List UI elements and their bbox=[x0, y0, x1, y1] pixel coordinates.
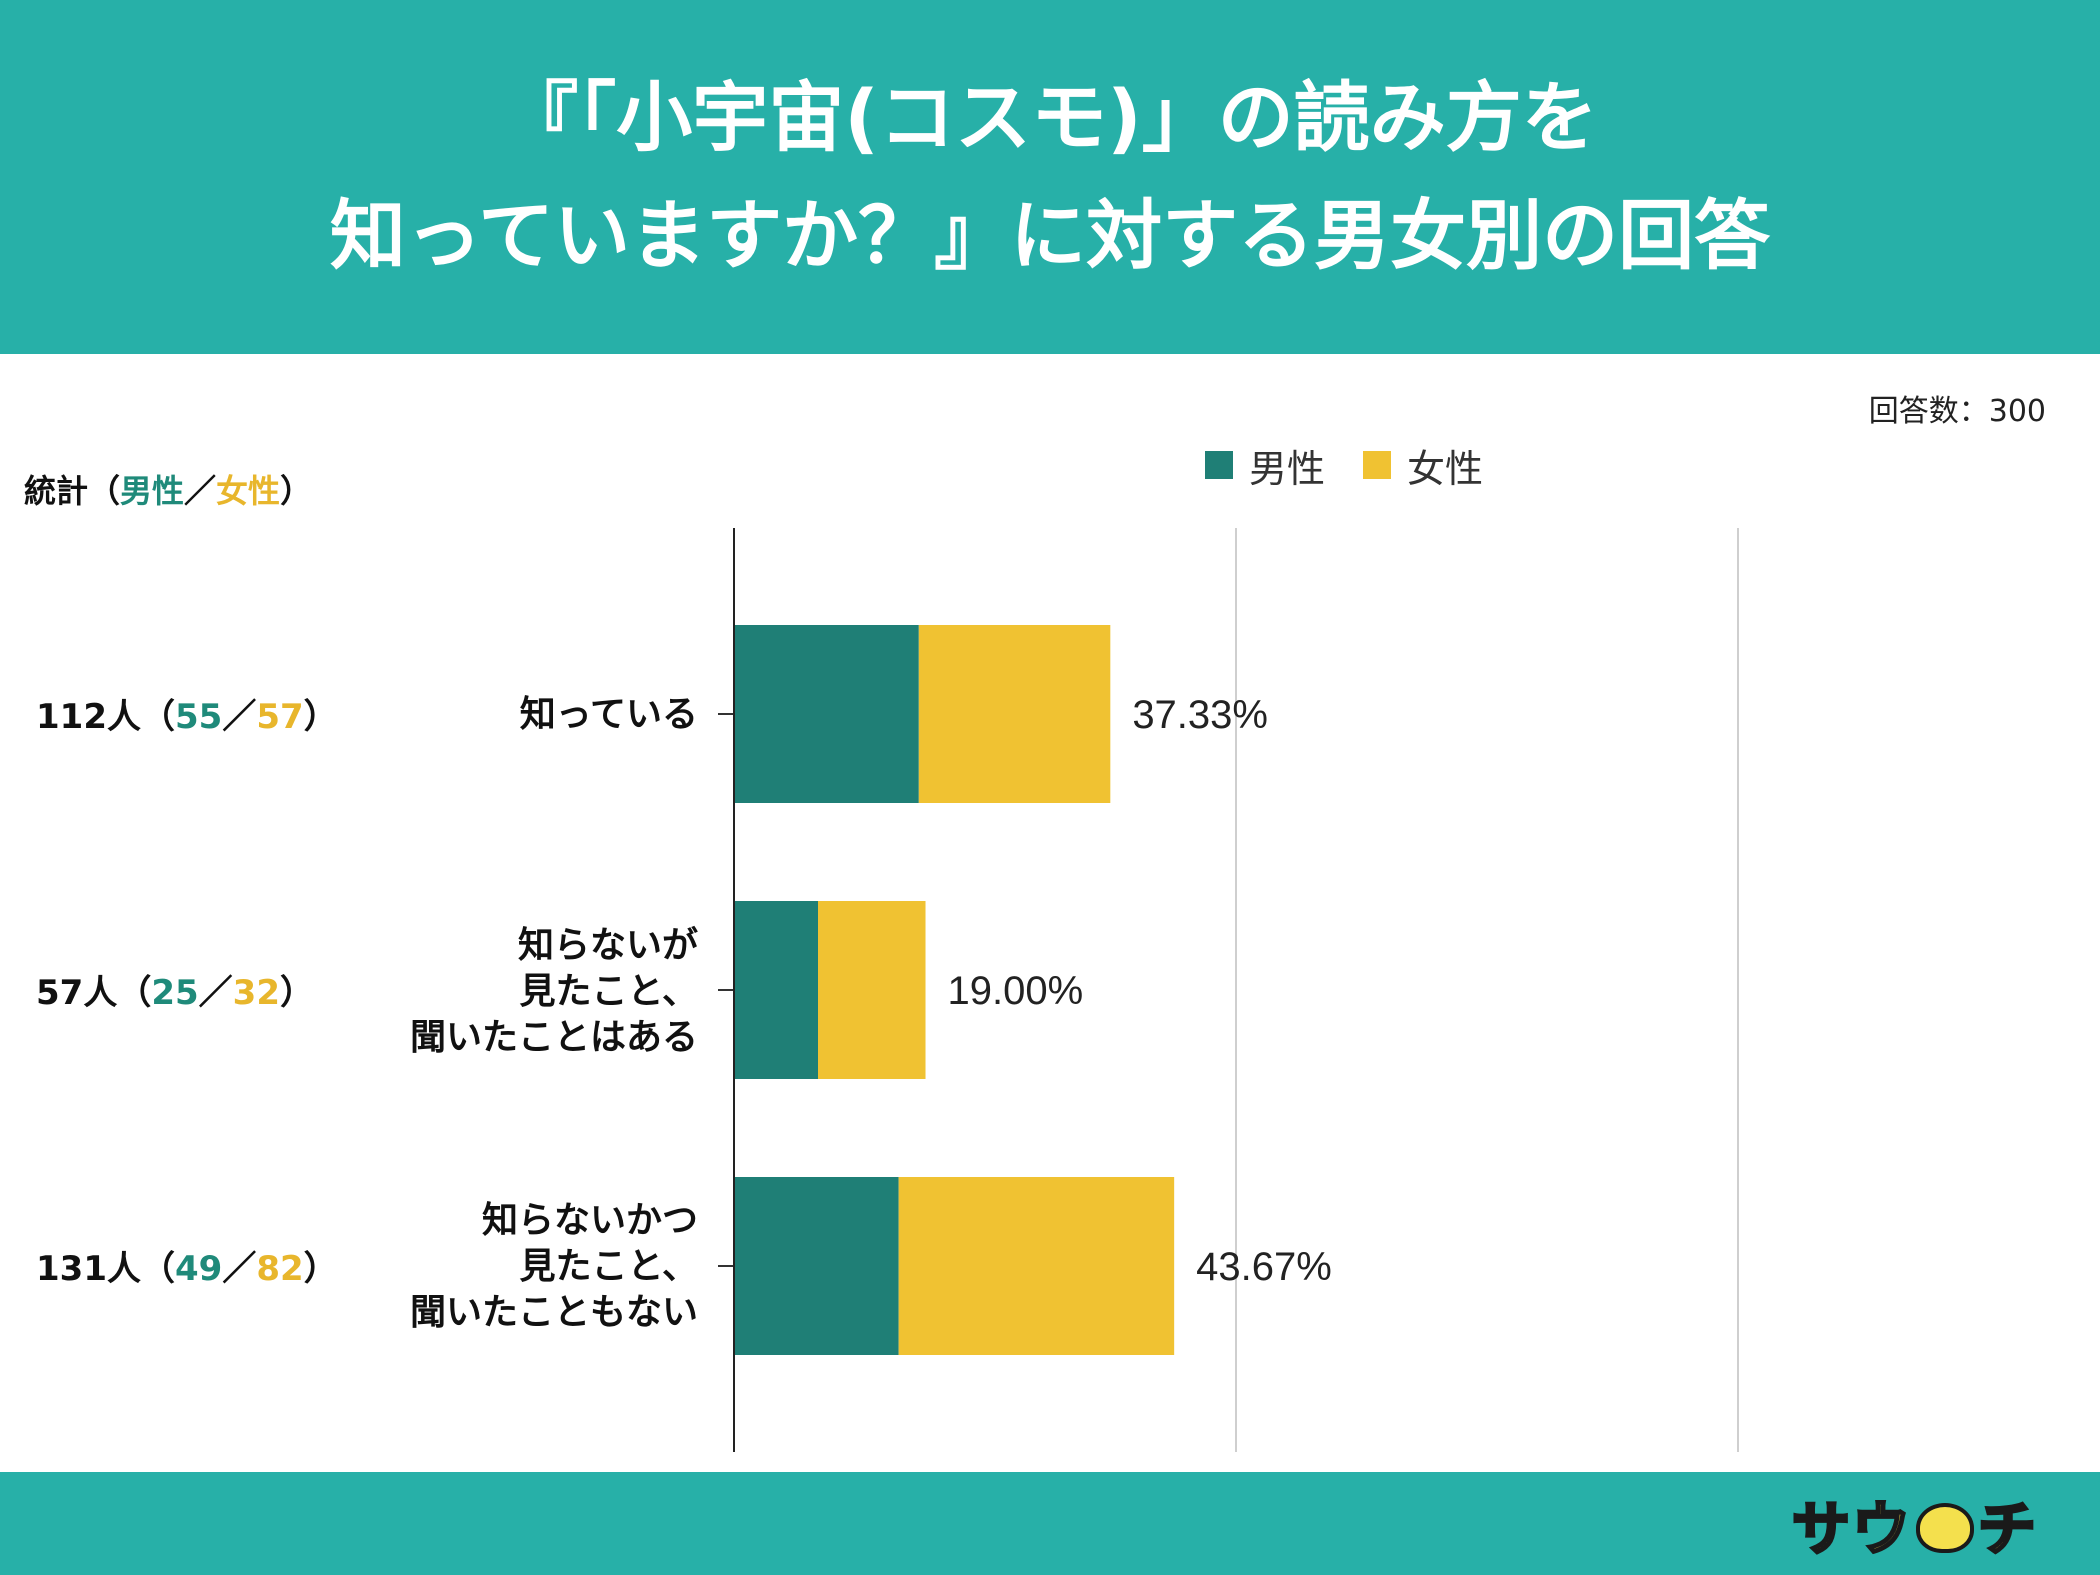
bar-female-1 bbox=[918, 625, 1111, 803]
chart-title-line-2: 知っていますか？』に対する男女別の回答 bbox=[329, 191, 1771, 280]
stat-close: ） bbox=[303, 1249, 338, 1289]
stat-total: 112人 bbox=[36, 697, 141, 737]
chart-legend: 男性 女性 bbox=[1205, 438, 1521, 493]
stat-open: （ bbox=[140, 697, 175, 737]
stat-close: ） bbox=[303, 697, 338, 737]
category-label-line: 聞いたこともない bbox=[409, 1292, 698, 1333]
legend-swatch-female bbox=[1363, 451, 1392, 479]
bar-male-1 bbox=[734, 625, 919, 803]
header-banner: 『「小宇宙(コスモ)」の読み方を 知っていますか？』に対する男女別の回答 bbox=[0, 0, 2100, 354]
logo-text-right: チ bbox=[1976, 1494, 2038, 1565]
bar-female-2 bbox=[818, 901, 926, 1079]
bar-female-3 bbox=[898, 1177, 1175, 1355]
stats-header-close: ） bbox=[280, 472, 313, 510]
stat-male: 49 bbox=[174, 1249, 223, 1289]
brand-logo: サウ チ bbox=[1790, 1486, 2038, 1565]
stats-header-male: 男性 bbox=[120, 472, 185, 510]
legend-swatch-male bbox=[1205, 451, 1233, 479]
stat-male: 25 bbox=[151, 973, 199, 1013]
category-label-line: 知らないが bbox=[517, 925, 698, 966]
stat-row-3: 131人（49／82） bbox=[36, 1244, 338, 1294]
stats-header: 統計（男性／女性） bbox=[24, 466, 312, 512]
stat-row-1: 112人（55／57） bbox=[36, 692, 338, 742]
stat-open: （ bbox=[140, 1249, 175, 1289]
category-label-3: 知らないかつ 見たこと、 聞いたこともない bbox=[410, 1198, 698, 1336]
stat-row-2: 57人（25／32） bbox=[36, 968, 314, 1018]
stats-header-female: 女性 bbox=[216, 472, 281, 510]
data-label-1: 37.33% bbox=[1132, 693, 1268, 737]
legend-label-female: 女性 bbox=[1407, 446, 1484, 491]
stat-female: 57 bbox=[256, 697, 304, 737]
stat-male: 55 bbox=[174, 697, 223, 737]
chart-title-line-1: 『「小宇宙(コスモ)」の読み方を bbox=[502, 73, 1598, 162]
category-label-line: 知らないかつ bbox=[481, 1200, 698, 1241]
category-label-line: 知っている bbox=[519, 694, 698, 735]
legend-label-male: 男性 bbox=[1249, 446, 1326, 491]
stat-total: 57人 bbox=[36, 973, 118, 1013]
response-count: 回答数：300 bbox=[1868, 394, 2046, 429]
category-label-2: 知らないが 見たこと、 聞いたことはある bbox=[410, 923, 698, 1061]
stats-header-sep: ／ bbox=[184, 472, 217, 510]
stat-female: 82 bbox=[256, 1249, 304, 1289]
stats-header-label: 統計（ bbox=[24, 472, 121, 510]
logo-face-icon bbox=[1915, 1503, 1974, 1553]
logo-text-left: サウ bbox=[1790, 1494, 1912, 1565]
legend-item-male: 男性 bbox=[1205, 438, 1325, 493]
legend-item-female: 女性 bbox=[1363, 438, 1483, 493]
category-label-line: 見たこと、 bbox=[519, 1246, 698, 1287]
category-label-line: 聞いたことはある bbox=[409, 1017, 698, 1058]
stat-sep: ／ bbox=[222, 697, 257, 737]
category-label-1: 知っている bbox=[520, 692, 698, 738]
stat-sep: ／ bbox=[198, 973, 233, 1013]
bar-male-3 bbox=[734, 1177, 899, 1355]
stat-total: 131人 bbox=[36, 1249, 141, 1289]
bar-male-2 bbox=[734, 901, 818, 1079]
stat-close: ） bbox=[279, 973, 314, 1013]
data-label-2: 19.00% bbox=[948, 969, 1084, 1013]
category-label-line: 見たこと、 bbox=[519, 971, 698, 1012]
footer-banner: サウ チ bbox=[0, 1472, 2100, 1575]
stat-sep: ／ bbox=[222, 1249, 257, 1289]
stat-female: 32 bbox=[232, 973, 280, 1013]
stat-open: （ bbox=[117, 973, 152, 1013]
data-label-3: 43.67% bbox=[1196, 1245, 1332, 1289]
